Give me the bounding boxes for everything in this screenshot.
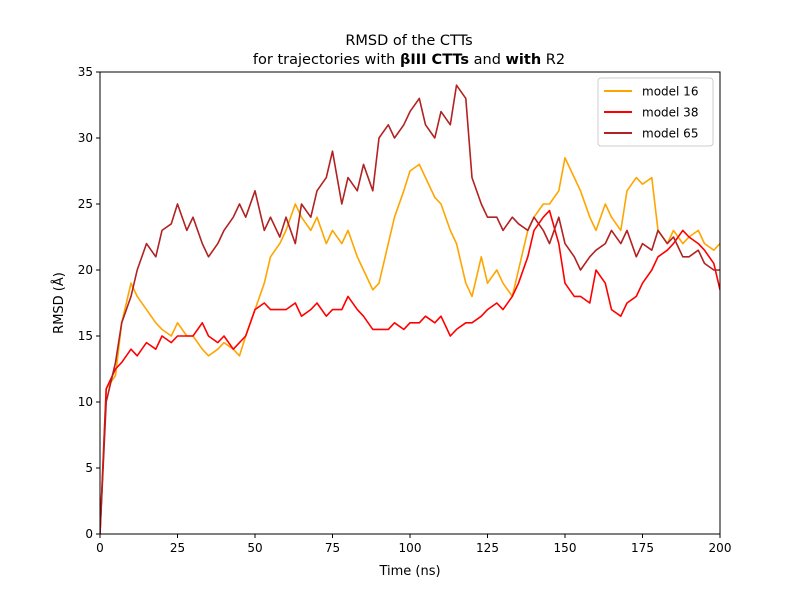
title-part-4: R2	[541, 52, 565, 68]
x-tick-label: 175	[631, 541, 654, 555]
title-part-2: and	[469, 52, 506, 68]
x-tick-label: 200	[709, 541, 732, 555]
title-part-1: βIII CTTs	[400, 52, 469, 68]
y-tick-label: 0	[85, 527, 93, 541]
y-axis: 0 5 10 15 20 25 30 35	[78, 65, 100, 541]
chart-title: RMSD of the CTTs	[345, 33, 472, 49]
y-tick-label: 25	[78, 197, 93, 211]
x-tick-label: 75	[325, 541, 340, 555]
legend-box	[597, 77, 714, 147]
x-tick-label: 0	[96, 541, 104, 555]
x-tick-label: 150	[554, 541, 577, 555]
title-part-0: for trajectories with	[253, 52, 400, 68]
series-line-model-16	[100, 157, 720, 534]
x-axis: 0 25 50 75 100 125 150 175 200	[96, 534, 731, 555]
chart-subtitle: for trajectories with βIII CTTs and with…	[253, 52, 565, 68]
y-axis-label: RMSD (Å)	[51, 272, 67, 334]
x-tick-label: 25	[170, 541, 185, 555]
x-tick-label: 50	[247, 541, 262, 555]
series-line-model-38	[100, 209, 720, 534]
legend-label: model 65	[642, 127, 698, 141]
plot-area	[99, 71, 721, 535]
y-tick-label: 35	[78, 65, 93, 79]
x-axis-label: Time (ns)	[378, 564, 440, 579]
y-tick-label: 10	[78, 395, 93, 409]
y-tick-label: 30	[78, 131, 93, 145]
y-tick-label: 20	[78, 263, 93, 277]
y-tick-label: 5	[85, 461, 93, 475]
title-part-3: with	[506, 52, 542, 68]
legend-label: model 38	[642, 106, 698, 120]
y-tick-label: 15	[78, 329, 93, 343]
x-tick-label: 125	[476, 541, 499, 555]
legend: model 16 model 38 model 65	[597, 77, 714, 147]
legend-label: model 16	[642, 85, 698, 99]
x-tick-label: 100	[399, 541, 422, 555]
series-line-model-65	[100, 84, 720, 534]
